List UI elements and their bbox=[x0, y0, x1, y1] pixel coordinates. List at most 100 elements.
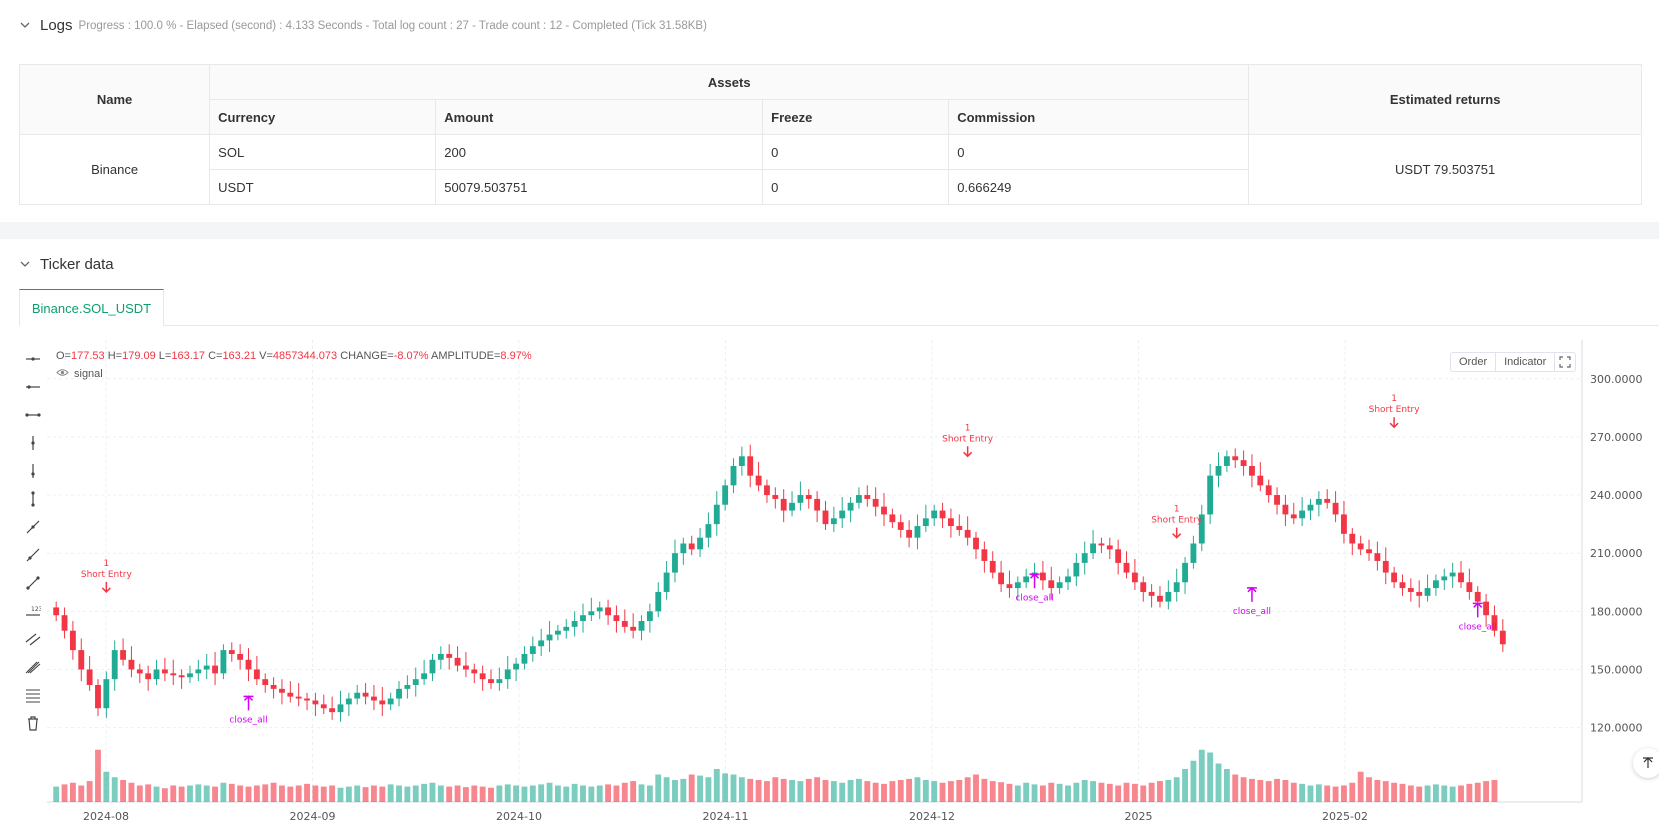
volume-bar bbox=[513, 785, 520, 802]
pitchfork-icon[interactable] bbox=[22, 656, 44, 678]
volume-bar bbox=[856, 778, 862, 802]
tab-binance-sol-usdt[interactable]: Binance.SOL_USDT bbox=[19, 289, 164, 326]
candle-body bbox=[78, 650, 85, 670]
candlestick-chart[interactable]: 300.0000 270.0000 240.0000 210.0000 180.0000… bbox=[0, 340, 1659, 831]
candle-body bbox=[621, 621, 628, 627]
candle-body bbox=[546, 634, 553, 641]
volume-bar bbox=[1299, 783, 1306, 802]
eye-icon[interactable] bbox=[56, 368, 69, 380]
volume-bar bbox=[170, 785, 177, 802]
volume-bar bbox=[730, 774, 737, 802]
trend-line-icon[interactable] bbox=[22, 516, 44, 538]
cell-currency: SOL bbox=[209, 134, 437, 170]
chevron-down-icon[interactable] bbox=[18, 18, 32, 32]
volume-bar bbox=[1474, 782, 1481, 802]
indicator-button[interactable]: Indicator bbox=[1496, 353, 1556, 371]
volume-bar bbox=[287, 786, 294, 802]
candle-body bbox=[906, 529, 913, 538]
volume-bar bbox=[1157, 781, 1163, 802]
close-all-label: close_all bbox=[1015, 593, 1053, 603]
horizontal-ray-icon[interactable] bbox=[22, 376, 44, 398]
volume-bar bbox=[1374, 780, 1381, 802]
volume-bar bbox=[688, 774, 695, 802]
volume-bar bbox=[95, 749, 101, 802]
candle-body bbox=[897, 522, 904, 530]
volume-bar bbox=[78, 785, 85, 802]
volume-bar bbox=[889, 781, 896, 802]
volume-bar bbox=[1106, 783, 1113, 802]
volume-bar bbox=[320, 786, 327, 802]
vertical-ray-icon[interactable] bbox=[22, 460, 44, 482]
volume-bar bbox=[203, 785, 210, 802]
low-value: 163.17 bbox=[171, 350, 205, 362]
order-button[interactable]: Order bbox=[1451, 353, 1497, 371]
section-divider bbox=[0, 222, 1659, 239]
candle-body bbox=[1265, 485, 1272, 496]
chevron-down-icon[interactable] bbox=[18, 257, 32, 271]
candle-body bbox=[931, 510, 938, 519]
volume-bar bbox=[1249, 778, 1255, 802]
candle-body bbox=[253, 669, 260, 680]
ticker-header[interactable]: Ticker data bbox=[0, 239, 1659, 289]
candle-body bbox=[1207, 475, 1214, 515]
volume-bar bbox=[1491, 780, 1498, 802]
trash-icon[interactable] bbox=[22, 712, 44, 734]
volume-bar bbox=[697, 775, 703, 802]
short-entry-arrow bbox=[1389, 417, 1399, 429]
col-estimated-returns: Estimated returns bbox=[1248, 64, 1642, 135]
volume-bar bbox=[738, 777, 745, 802]
segment-line-icon[interactable] bbox=[22, 572, 44, 594]
candle-body bbox=[1232, 456, 1239, 461]
volume-bar bbox=[345, 786, 352, 802]
candle-body bbox=[1407, 588, 1414, 592]
candle-body bbox=[630, 626, 637, 631]
price-label-icon[interactable]: 123 bbox=[22, 600, 44, 622]
vertical-segment-icon[interactable] bbox=[22, 488, 44, 510]
chart-controls: Order Indicator bbox=[1450, 352, 1577, 372]
volume-bar bbox=[471, 785, 478, 802]
volume-bar bbox=[621, 782, 628, 802]
candle-body bbox=[571, 621, 578, 627]
volume-bar bbox=[864, 781, 871, 802]
volume-bar bbox=[588, 786, 595, 802]
volume-bar bbox=[830, 781, 837, 802]
volume-bar bbox=[1332, 786, 1339, 802]
volume-bar bbox=[680, 778, 687, 802]
horizontal-line-icon[interactable] bbox=[22, 348, 44, 370]
candle-body bbox=[688, 543, 695, 550]
candle-body bbox=[738, 456, 745, 466]
candle-body bbox=[111, 650, 118, 680]
candle-body bbox=[1491, 615, 1498, 631]
volume-bar bbox=[136, 785, 143, 802]
volume-bar bbox=[1140, 785, 1147, 802]
candle-body bbox=[1215, 465, 1222, 476]
scroll-to-top-button[interactable] bbox=[1633, 748, 1659, 778]
logs-title: Logs bbox=[40, 16, 73, 34]
candle-body bbox=[504, 669, 511, 680]
candle-body bbox=[1065, 576, 1071, 583]
volume-bar bbox=[1458, 785, 1464, 802]
volume-bar bbox=[529, 785, 536, 802]
cell-commission: 0.666249 bbox=[948, 169, 1250, 205]
close-value: 163.21 bbox=[222, 350, 257, 362]
volume-bar bbox=[964, 777, 971, 802]
volume-bar bbox=[1023, 782, 1030, 802]
fibonacci-icon[interactable] bbox=[22, 684, 44, 706]
ray-line-icon[interactable] bbox=[22, 544, 44, 566]
fullscreen-icon[interactable] bbox=[1555, 353, 1575, 371]
candle-body bbox=[596, 607, 603, 612]
candle-body bbox=[772, 495, 779, 499]
horizontal-segment-icon[interactable] bbox=[22, 404, 44, 426]
volume-bar bbox=[454, 785, 461, 802]
candle-body bbox=[1090, 543, 1097, 554]
candle-body bbox=[881, 506, 887, 515]
candle-body bbox=[747, 456, 754, 476]
vertical-line-icon[interactable] bbox=[22, 432, 44, 454]
volume-bar bbox=[646, 785, 653, 802]
volume-bar bbox=[563, 786, 570, 802]
parallel-channel-icon[interactable] bbox=[22, 628, 44, 650]
logs-header[interactable]: Logs Progress : 100.0 % - Elapsed (secon… bbox=[0, 0, 1659, 50]
candle-body bbox=[1006, 584, 1013, 589]
volume-bar bbox=[1483, 781, 1490, 802]
candle-body bbox=[797, 495, 804, 503]
